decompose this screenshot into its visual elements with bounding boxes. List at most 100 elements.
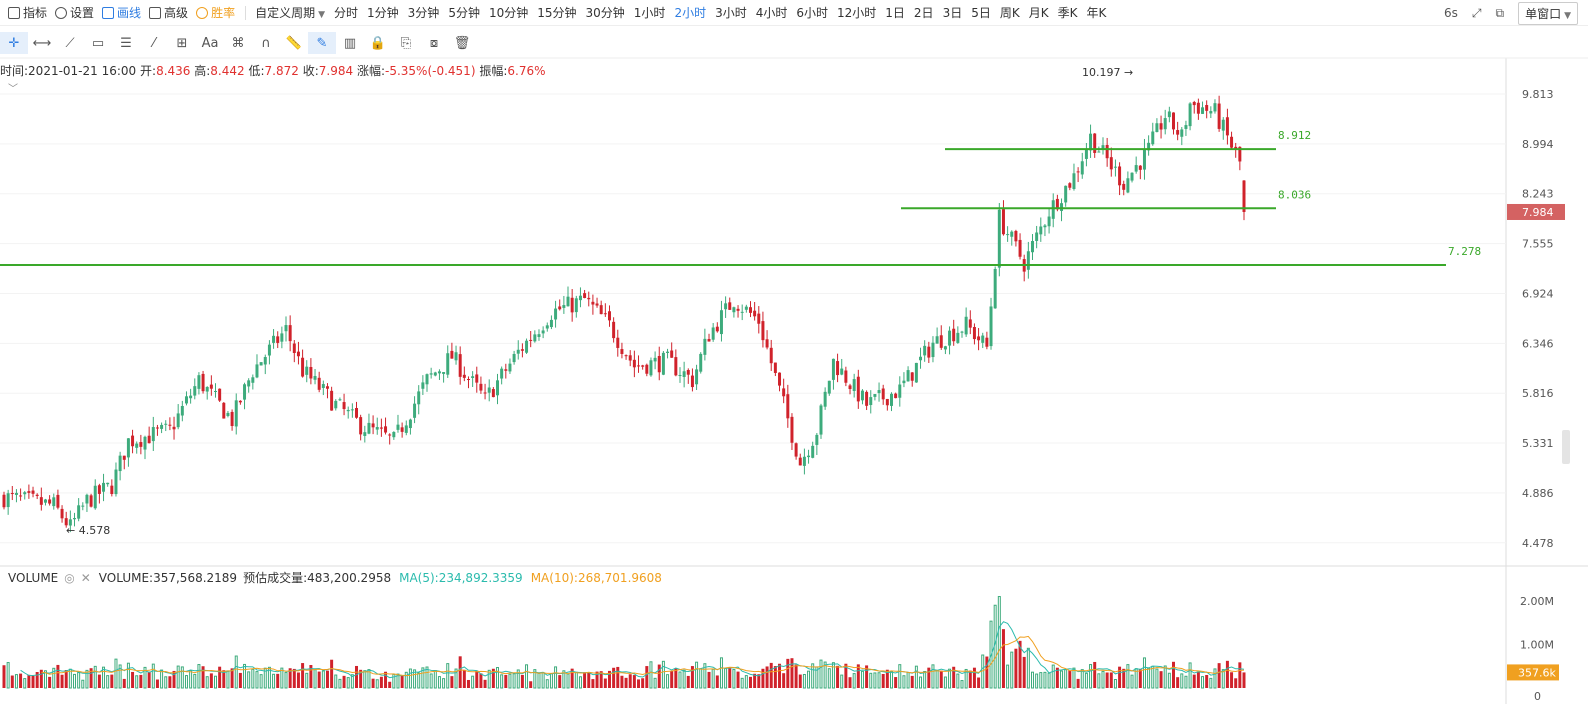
amplitude-value: 6.76% bbox=[507, 64, 546, 78]
copy-icon[interactable]: ⎘ bbox=[400, 35, 412, 51]
period-13[interactable]: 1日 bbox=[885, 6, 905, 20]
brush-icon[interactable]: ✎ bbox=[308, 32, 336, 54]
collapse-chevron-icon[interactable]: ﹀ bbox=[8, 84, 18, 95]
parallel-icon[interactable]: ☰ bbox=[120, 35, 132, 51]
winrate-button[interactable]: 胜率 bbox=[196, 4, 235, 21]
side-panel-handle[interactable] bbox=[1562, 430, 1570, 464]
period-0[interactable]: 分时 bbox=[334, 6, 359, 20]
period-11[interactable]: 6小时 bbox=[796, 6, 828, 20]
custom-period-dropdown[interactable]: 自定义周期 ▼ bbox=[255, 6, 326, 20]
draw-button[interactable]: 画线 bbox=[102, 4, 141, 21]
fib-icon[interactable]: ⁄ bbox=[152, 35, 156, 51]
period-19[interactable]: 季K bbox=[1057, 6, 1078, 20]
volume-bar bbox=[541, 672, 545, 689]
period-6[interactable]: 30分钟 bbox=[585, 6, 625, 20]
volume-bar bbox=[637, 679, 641, 688]
volume-bar bbox=[533, 669, 537, 689]
period-14[interactable]: 2日 bbox=[913, 6, 934, 20]
candle-body bbox=[247, 380, 251, 387]
volume-bar bbox=[48, 676, 52, 688]
rectangle-icon[interactable]: ▭ bbox=[91, 35, 105, 51]
period-9[interactable]: 3小时 bbox=[715, 6, 747, 20]
bars-icon[interactable]: ▥ bbox=[343, 35, 357, 51]
trash-icon[interactable]: 🗑 bbox=[453, 35, 471, 51]
candle-body bbox=[836, 361, 840, 376]
right-tools: 6s ⤢ ⧉ 单窗口 ▼ bbox=[1444, 0, 1588, 26]
volume-bar bbox=[1209, 677, 1213, 689]
volume-bar bbox=[686, 675, 690, 688]
period-10[interactable]: 4小时 bbox=[755, 6, 788, 20]
settings-button[interactable]: 设置 bbox=[55, 4, 94, 21]
screenshot-icon[interactable]: ⧇ bbox=[429, 35, 439, 51]
candle-body bbox=[512, 353, 516, 363]
period-7[interactable]: 1小时 bbox=[633, 6, 666, 20]
volume-bar bbox=[176, 665, 180, 689]
volume-bar bbox=[68, 668, 72, 689]
h-segment-icon[interactable]: ⟷ bbox=[32, 35, 52, 51]
gear-icon[interactable]: ◎ bbox=[64, 570, 75, 585]
volume-bar bbox=[450, 676, 454, 688]
period-8[interactable]: 2小时 bbox=[674, 6, 707, 20]
candle-body bbox=[475, 374, 479, 383]
period-12[interactable]: 12小时 bbox=[837, 6, 877, 20]
candle-body bbox=[359, 417, 363, 435]
period-4[interactable]: 10分钟 bbox=[488, 6, 529, 20]
text-icon[interactable]: Aa bbox=[201, 35, 219, 51]
clock-icon bbox=[196, 6, 209, 19]
candle-body bbox=[848, 385, 852, 390]
volume-bar bbox=[247, 671, 251, 689]
period-20[interactable]: 年K bbox=[1086, 6, 1107, 20]
period-3[interactable]: 5分钟 bbox=[448, 6, 480, 20]
period-15[interactable]: 3日 bbox=[942, 6, 963, 20]
candle-body bbox=[10, 493, 14, 495]
volume-bar bbox=[1022, 656, 1026, 688]
window-mode-dropdown[interactable]: 单窗口 ▼ bbox=[1518, 1, 1578, 25]
volume-bar bbox=[27, 674, 31, 688]
period-5[interactable]: 15分钟 bbox=[537, 6, 577, 20]
ruler-icon[interactable]: 📏 bbox=[285, 35, 303, 51]
trend-line-icon[interactable]: ⟋ bbox=[65, 35, 75, 51]
measure-icon[interactable]: ⊞ bbox=[176, 35, 188, 51]
volume-bar bbox=[1184, 675, 1188, 689]
volume-bar bbox=[230, 668, 234, 688]
crosshair-icon[interactable]: ✛ bbox=[0, 32, 28, 54]
indicators-button[interactable]: 指标 bbox=[8, 4, 47, 21]
period-2[interactable]: 3分钟 bbox=[407, 6, 440, 20]
volume-bar bbox=[1064, 669, 1068, 689]
y-tick-label: 8.243 bbox=[1522, 188, 1554, 201]
advanced-button[interactable]: 高级 bbox=[149, 4, 188, 21]
candle-body bbox=[674, 357, 678, 376]
candle-body bbox=[1064, 185, 1068, 203]
candle-body bbox=[985, 337, 989, 347]
volume-bar bbox=[172, 670, 176, 688]
candle-body bbox=[487, 387, 491, 393]
close-icon[interactable]: ✕ bbox=[80, 570, 91, 585]
pattern-icon[interactable]: ⌘ bbox=[231, 35, 245, 51]
candle-body bbox=[93, 485, 97, 509]
candle-body bbox=[869, 397, 873, 406]
candle-body bbox=[56, 494, 60, 508]
candle-body bbox=[1035, 232, 1039, 241]
popout-icon[interactable]: ⧉ bbox=[1495, 5, 1505, 20]
candle-body bbox=[757, 313, 761, 324]
gear-icon bbox=[55, 6, 68, 19]
period-1[interactable]: 1分钟 bbox=[367, 6, 399, 20]
volume-bar bbox=[1014, 648, 1018, 688]
volume-bar bbox=[1093, 661, 1097, 688]
period-17[interactable]: 周K bbox=[999, 6, 1020, 20]
fullscreen-icon[interactable]: ⤢ bbox=[1471, 5, 1482, 20]
refresh-interval[interactable]: 6s bbox=[1443, 6, 1458, 20]
ohlc-info: 时间:2021-01-21 16:00 开:8.436 高:8.442 低:7.… bbox=[0, 64, 546, 78]
lock-icon[interactable]: 🔒 bbox=[369, 35, 387, 51]
candle-body bbox=[910, 372, 914, 381]
period-16[interactable]: 5日 bbox=[971, 6, 991, 20]
volume-bar bbox=[848, 677, 852, 688]
period-18[interactable]: 月K bbox=[1028, 6, 1049, 20]
volume-bar bbox=[491, 668, 495, 688]
volume-bar bbox=[313, 669, 317, 689]
magnet-icon[interactable]: ∩ bbox=[261, 35, 271, 51]
volume-bar bbox=[1176, 677, 1180, 688]
volume-bar bbox=[39, 669, 43, 688]
candle-body bbox=[637, 365, 641, 367]
